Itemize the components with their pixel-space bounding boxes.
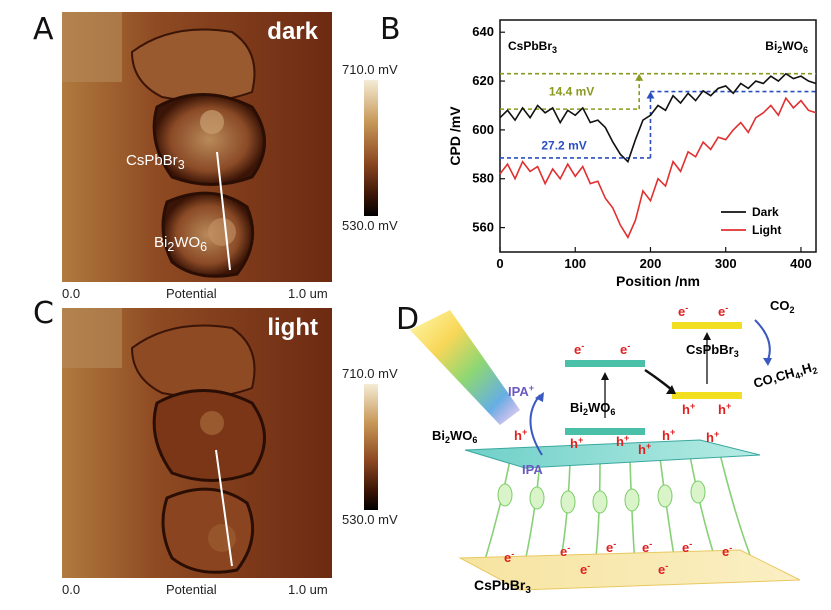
y-tick-label: 620 (472, 73, 494, 88)
annotation-27-2-mv: 27.2 mV (541, 138, 586, 152)
scale-label: Potential (166, 286, 217, 301)
cspbbr3-label: CsPbBr3 (686, 342, 739, 359)
co2-label: CO2 (770, 298, 795, 315)
x-tick-label: 400 (790, 256, 812, 271)
colorbar-max-light: 710.0 mV (342, 366, 398, 381)
image-title-light: light (267, 314, 318, 341)
y-axis-label: CPD /mV (447, 106, 463, 166)
colorbar-min-light: 530.0 mV (342, 512, 398, 527)
electron-transfer-arrow (644, 368, 673, 391)
colorbar-light (364, 384, 378, 510)
series-line-light (499, 96, 817, 240)
annotation-14-4-mv: 14.4 mV (549, 85, 594, 99)
svg-text:h+: h+ (514, 427, 527, 443)
ipa-label: IPA (522, 462, 543, 477)
co2-reduction-arrow (754, 319, 771, 361)
kpfm-image-dark: dark CsPbBr3 Bi2WO6 (62, 12, 332, 282)
x-tick-label: 300 (715, 256, 737, 271)
svg-text:e-: e- (682, 539, 692, 555)
cspbbr3-cb (672, 322, 742, 329)
panel-letter-a: A (33, 12, 54, 47)
y-tick-label: 600 (472, 122, 494, 137)
svg-text:e-: e- (642, 539, 652, 555)
ref-dark-arrowhead (635, 73, 644, 81)
x-tick-label: 200 (640, 256, 662, 271)
svg-text:h+: h+ (662, 427, 675, 443)
series-line-dark (499, 72, 817, 164)
axis-ticks: 0 100 200 300 400 560 580 600 620 640 (472, 24, 812, 271)
x-tick-label: 0 (496, 256, 503, 271)
svg-text:e-: e- (504, 549, 514, 565)
mechanism-schematic: CO2 CO,CH4,H2 IPA+ IPA CsPbBr3 Bi2WO6 Bi… (410, 298, 819, 596)
bi2wo6-mid-label: Bi2WO6 (570, 400, 615, 417)
svg-text:h+: h+ (682, 401, 695, 417)
svg-text:e-: e- (722, 543, 732, 559)
legend: Dark Light (721, 205, 781, 237)
svg-text:e-: e- (580, 561, 590, 577)
x-axis-label: Position /nm (616, 273, 700, 289)
panel-letter-c: C (33, 296, 54, 331)
scale-end-c: 1.0 um (288, 582, 328, 597)
bi2wo6-left-label: Bi2WO6 (432, 428, 477, 445)
cspbbr3-substrate (458, 549, 801, 591)
svg-text:e-: e- (574, 341, 584, 357)
ipa-oxidation-arrow (529, 394, 543, 456)
cspbbr3-vb (672, 392, 742, 399)
scale-start-c: 0.0 (62, 582, 81, 597)
colorbar-max-dark: 710.0 mV (342, 62, 398, 77)
cpd-line-chart: 0 100 200 300 400 560 580 600 620 640 Position /n… (447, 19, 817, 289)
bi2wo6-sheet (464, 439, 761, 469)
light-beam-icon (410, 310, 520, 425)
svg-text:e-: e- (620, 341, 630, 357)
y-tick-label: 580 (472, 171, 494, 186)
y-tick-label: 640 (472, 24, 494, 39)
ipa-plus-label: IPA+ (508, 383, 534, 399)
scale-end: 1.0 um (288, 286, 328, 301)
svg-text:e-: e- (560, 543, 570, 559)
x-tick-label: 100 (564, 256, 586, 271)
colorbar-dark (364, 80, 378, 216)
y-tick-label: 560 (472, 220, 494, 235)
image-title-dark: dark (267, 18, 318, 45)
svg-text:e-: e- (678, 303, 688, 319)
label-cspbbr3: CsPbBr3 (126, 152, 185, 172)
legend-label-light: Light (752, 223, 781, 237)
bi2wo6-vb (565, 428, 645, 435)
colorbar-min-dark: 530.0 mV (342, 218, 398, 233)
label-bi2wo6: Bi2WO6 (154, 234, 208, 254)
svg-text:e-: e- (658, 561, 668, 577)
region-label-cspbbr3: CsPbBr3 (508, 39, 557, 55)
scale-label-c: Potential (166, 582, 217, 597)
series-lines (499, 72, 817, 240)
svg-text:e-: e- (718, 303, 728, 319)
svg-text:h+: h+ (706, 429, 719, 445)
kpfm-image-light: light (62, 308, 332, 578)
svg-text:h+: h+ (718, 401, 731, 417)
panel-letter-d: D (396, 302, 420, 337)
svg-text:e-: e- (606, 539, 616, 555)
ref-light-arrowhead (646, 91, 655, 99)
cspbbr3-bottom-label: CsPbBr3 (474, 577, 531, 596)
products-label: CO,CH4,H2 (752, 359, 819, 393)
plot-frame (499, 19, 817, 253)
bi2wo6-cb (565, 360, 645, 367)
legend-label-dark: Dark (752, 205, 779, 219)
region-label-bi2wo6: Bi2WO6 (765, 39, 808, 55)
scale-start: 0.0 (62, 286, 81, 301)
panel-letter-b: B (380, 12, 401, 47)
